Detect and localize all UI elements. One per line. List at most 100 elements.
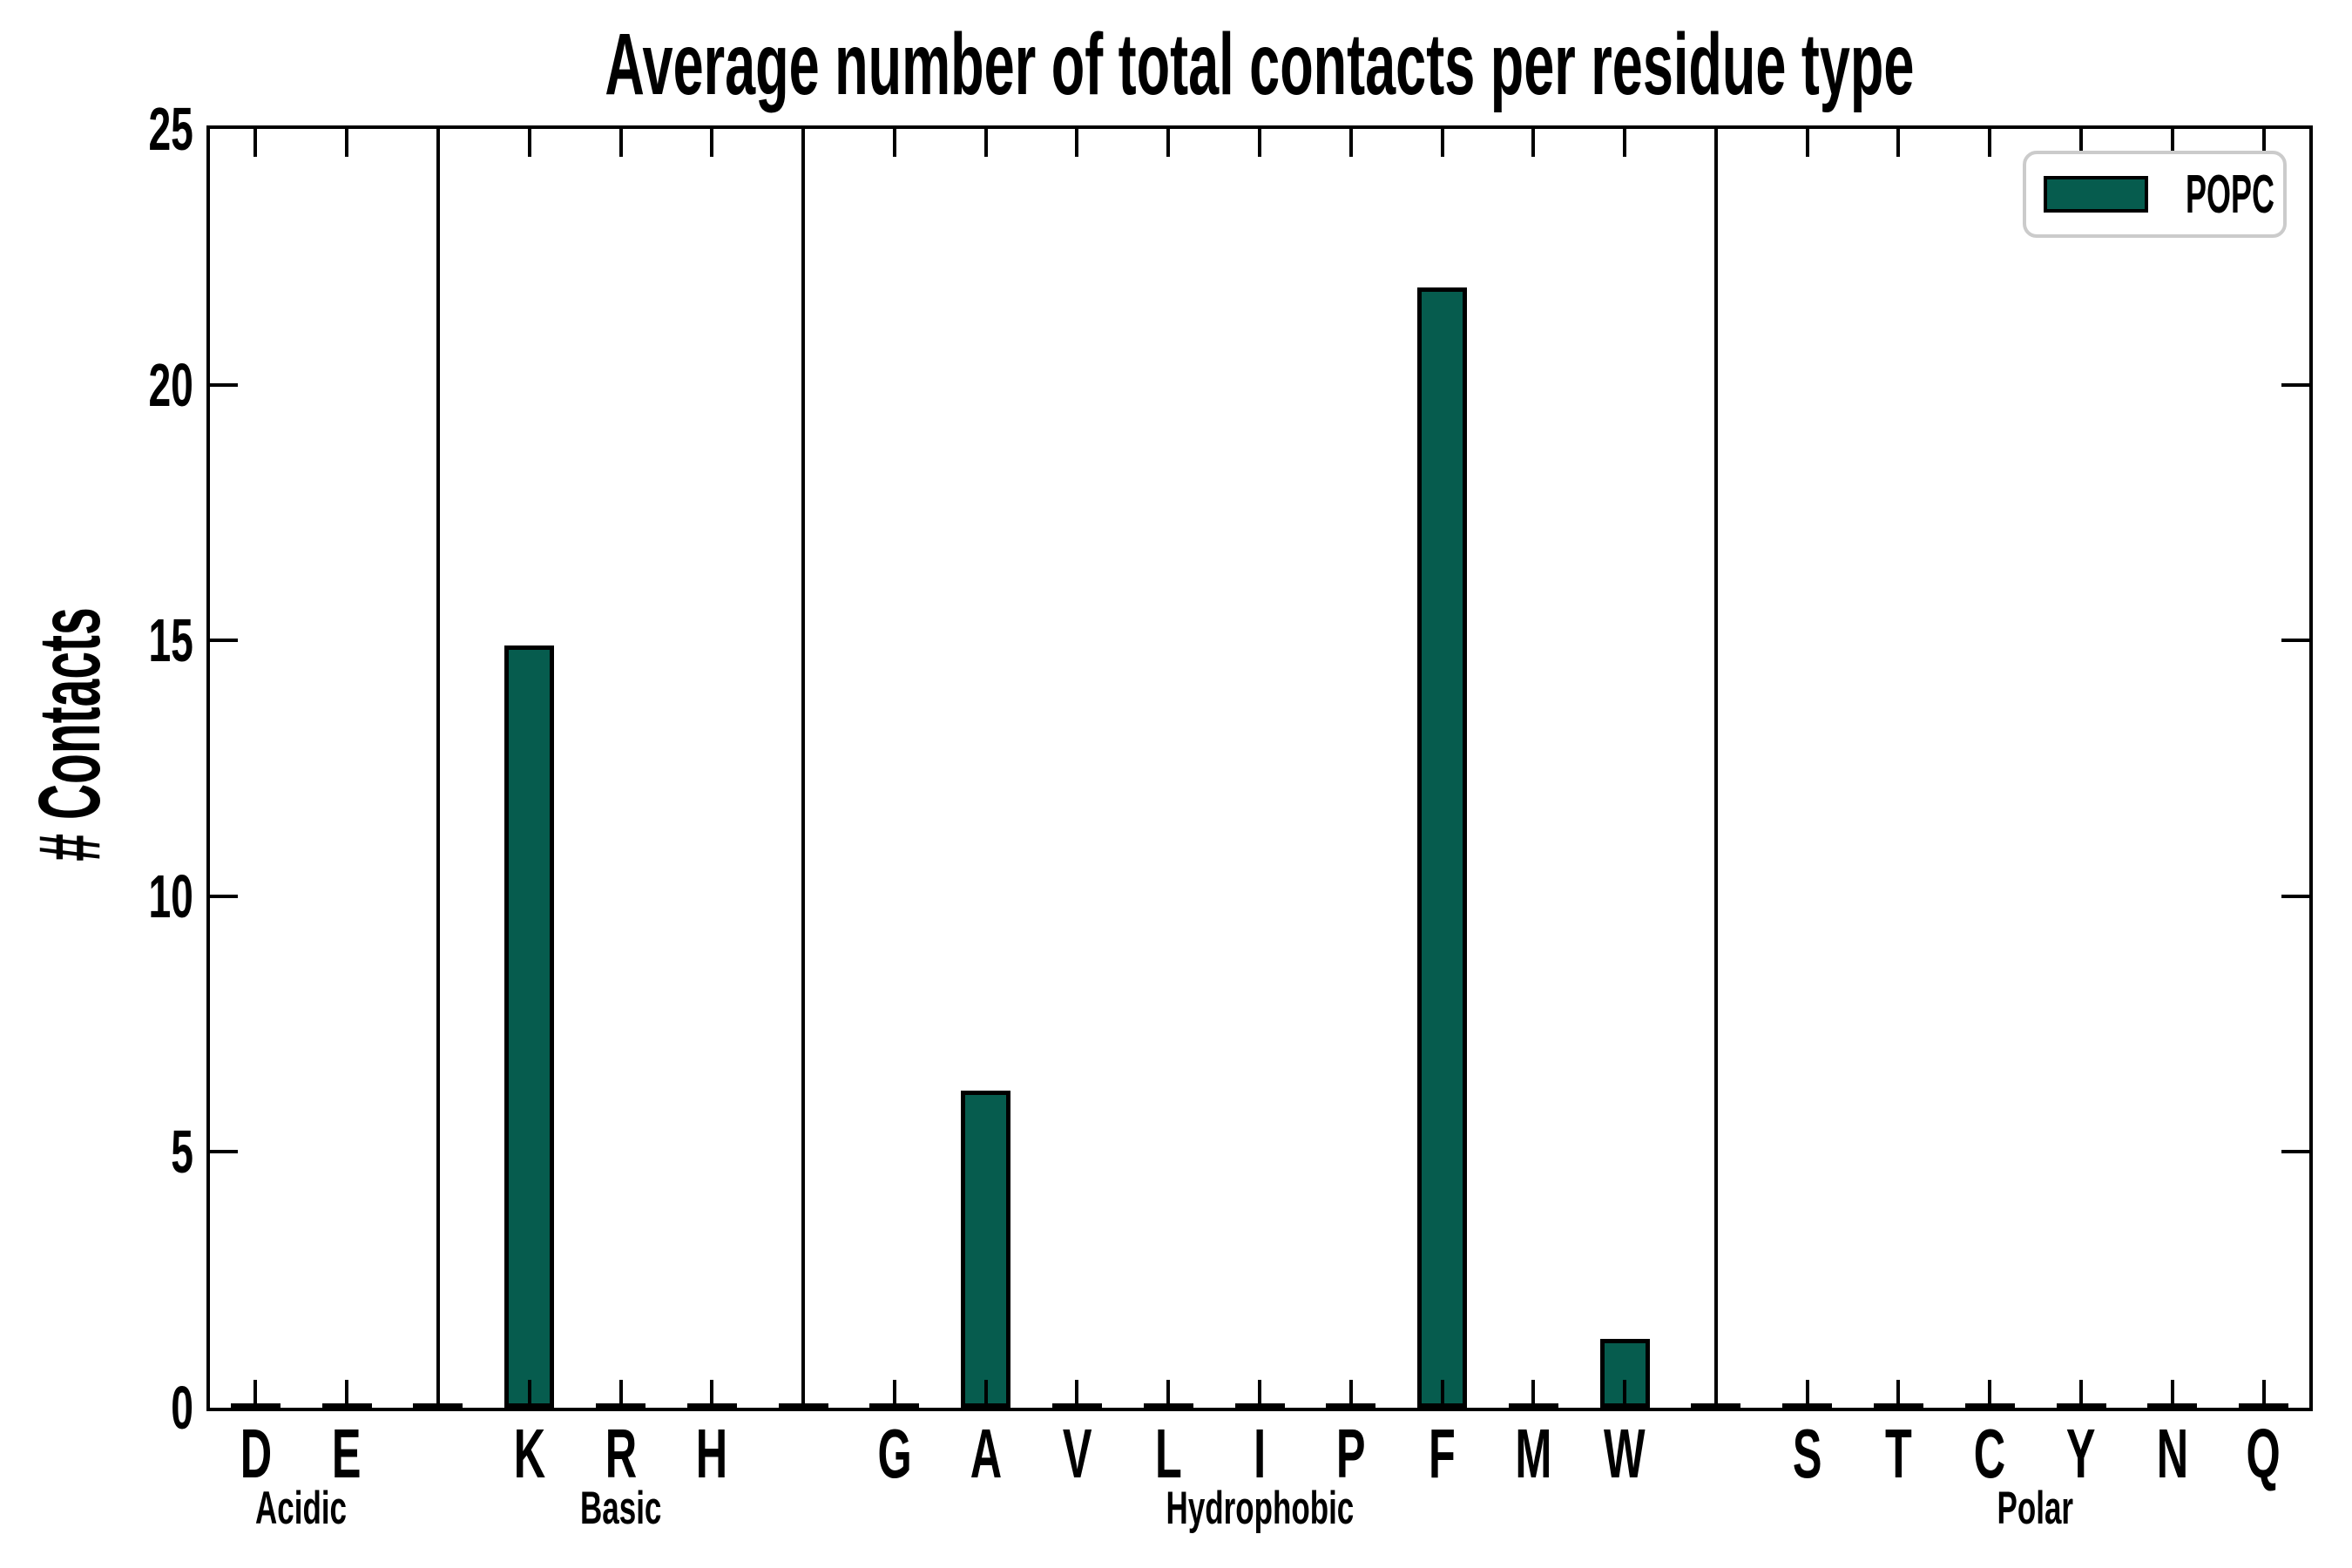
x-tick-label-text: G bbox=[877, 1415, 912, 1492]
y-tick-label-5: 5 bbox=[0, 1120, 193, 1183]
x-tick-label-text: A bbox=[970, 1415, 1002, 1492]
group-separator bbox=[436, 129, 440, 1408]
group-label-text: Polar bbox=[1997, 1483, 2074, 1534]
x-tick-label-Q: Q bbox=[2194, 1415, 2334, 1492]
x-tick-label-H: H bbox=[642, 1419, 781, 1489]
group-label-acidic: Acidic bbox=[118, 1484, 484, 1533]
x-tick-label-text: R bbox=[605, 1415, 637, 1492]
y-tick-label-text: 25 bbox=[148, 95, 193, 163]
x-tick bbox=[1988, 1380, 1992, 1408]
x-tick-label-text: W bbox=[1604, 1415, 1646, 1492]
x-tick bbox=[618, 129, 623, 157]
x-tick-label-L: L bbox=[1098, 1415, 1238, 1492]
x-tick-label-text: E bbox=[332, 1415, 362, 1492]
x-tick-label-P: P bbox=[1281, 1415, 1421, 1492]
x-tick bbox=[1896, 1380, 1901, 1408]
x-tick-label-text: L bbox=[1154, 1415, 1182, 1492]
y-tick bbox=[210, 894, 238, 898]
y-tick bbox=[2281, 382, 2309, 387]
y-tick-label-0: 0 bbox=[0, 1376, 193, 1439]
x-tick bbox=[1348, 129, 1353, 157]
group-label-basic: Basic bbox=[438, 1484, 804, 1533]
y-tick bbox=[2281, 1150, 2309, 1154]
x-tick-label-S: S bbox=[1738, 1415, 1877, 1492]
group-label-hydrophobic: Hydrophobic bbox=[1077, 1484, 1443, 1533]
x-tick bbox=[527, 129, 531, 157]
x-tick-label-text: C bbox=[1974, 1415, 2006, 1492]
x-tick bbox=[1166, 1380, 1171, 1408]
x-tick bbox=[2261, 1380, 2266, 1408]
group-separator bbox=[801, 129, 806, 1408]
x-tick-label-text: K bbox=[513, 1415, 545, 1492]
x-tick bbox=[618, 1380, 623, 1408]
x-tick bbox=[1440, 1380, 1444, 1408]
y-tick-label-text: 10 bbox=[148, 862, 193, 930]
legend-label: POPC bbox=[2186, 154, 2339, 234]
x-tick-label-text: S bbox=[1792, 1415, 1822, 1492]
x-tick-label-R: R bbox=[551, 1415, 691, 1492]
group-label-text: Basic bbox=[579, 1483, 662, 1534]
x-tick-label-N: N bbox=[2103, 1415, 2242, 1492]
x-tick bbox=[1805, 1380, 1809, 1408]
x-tick bbox=[1896, 129, 1901, 157]
group-label-text: Acidic bbox=[255, 1483, 348, 1534]
x-tick bbox=[2261, 129, 2266, 157]
x-tick-label-text: P bbox=[1335, 1415, 1366, 1492]
y-tick-label-text: 5 bbox=[171, 1118, 193, 1186]
x-tick bbox=[2170, 129, 2174, 157]
y-tick-label-20: 20 bbox=[0, 354, 193, 416]
group-label-polar: Polar bbox=[1853, 1484, 2219, 1533]
bar-F bbox=[1417, 287, 1468, 1408]
x-tick bbox=[710, 1380, 714, 1408]
group-label-text: Hydrophobic bbox=[1166, 1483, 1354, 1534]
x-tick-label-V: V bbox=[1007, 1415, 1146, 1492]
x-tick-label-G: G bbox=[825, 1415, 964, 1492]
x-tick bbox=[1258, 129, 1261, 157]
x-tick-label-W: W bbox=[1555, 1415, 1694, 1492]
x-tick bbox=[2079, 1380, 2084, 1408]
y-tick bbox=[2281, 639, 2309, 643]
x-tick bbox=[1075, 1380, 1079, 1408]
x-tick bbox=[1623, 129, 1627, 157]
x-tick-label-F: F bbox=[1373, 1415, 1512, 1492]
x-tick bbox=[2079, 129, 2084, 157]
x-tick bbox=[983, 129, 988, 157]
x-tick-label-Y: Y bbox=[2011, 1419, 2151, 1489]
x-tick-label-text: Q bbox=[2246, 1415, 2281, 1492]
x-tick bbox=[345, 1380, 349, 1408]
y-tick-label-10: 10 bbox=[0, 865, 193, 928]
x-tick-label-text: N bbox=[2156, 1415, 2189, 1492]
plot-area bbox=[206, 125, 2313, 1411]
x-tick bbox=[710, 129, 714, 157]
x-tick bbox=[1258, 1380, 1261, 1408]
x-tick bbox=[892, 129, 896, 157]
x-tick-label-text: I bbox=[1253, 1415, 1266, 1492]
x-tick bbox=[1805, 129, 1809, 157]
x-tick-label-T: T bbox=[1828, 1419, 1968, 1489]
group-separator bbox=[1713, 129, 1718, 1408]
y-tick-label-text: 20 bbox=[148, 350, 193, 419]
x-tick-label-text: F bbox=[1429, 1415, 1456, 1492]
x-tick bbox=[2170, 1380, 2174, 1408]
legend-swatch-popc bbox=[2044, 176, 2148, 213]
y-tick-label-text: 15 bbox=[148, 606, 193, 675]
x-tick-label-M: M bbox=[1463, 1419, 1603, 1489]
x-tick bbox=[1166, 129, 1171, 157]
x-tick bbox=[1440, 129, 1444, 157]
y-tick bbox=[2281, 894, 2309, 898]
x-tick bbox=[253, 129, 258, 157]
x-tick bbox=[1623, 1380, 1627, 1408]
y-tick-label-text: 0 bbox=[171, 1374, 193, 1442]
x-tick bbox=[1348, 1380, 1353, 1408]
x-tick bbox=[1531, 129, 1536, 157]
x-tick bbox=[527, 1380, 531, 1408]
bar-A bbox=[961, 1090, 1011, 1408]
x-tick-label-text: D bbox=[240, 1415, 272, 1492]
x-tick-label-C: C bbox=[1920, 1415, 2059, 1492]
legend-label-text: POPC bbox=[2186, 164, 2274, 225]
x-tick bbox=[1988, 129, 1992, 157]
x-tick-label-K: K bbox=[460, 1415, 599, 1492]
legend: POPC bbox=[2023, 151, 2287, 238]
x-tick-label-text: V bbox=[1062, 1415, 1092, 1492]
